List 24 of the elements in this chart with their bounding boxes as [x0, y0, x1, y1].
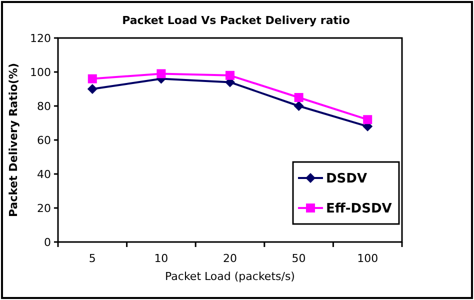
point — [87, 84, 98, 94]
x-tick-label: 10 — [154, 252, 168, 265]
x-tick-label: 5 — [88, 252, 96, 265]
y-axis-title: Packet Delivery Ratio(%) — [7, 62, 20, 218]
x-axis-title: Packet Load (packets/s) — [165, 270, 295, 283]
legend-label: DSDV — [326, 172, 368, 187]
y-tick-label: 100 — [30, 66, 51, 79]
point — [363, 115, 372, 124]
y-tick-label: 80 — [37, 100, 51, 113]
y-tick-label: 40 — [37, 168, 51, 181]
point — [294, 101, 304, 111]
y-tick-label: 60 — [37, 134, 51, 147]
x-tick-label: 50 — [292, 252, 306, 265]
point — [226, 70, 234, 80]
point — [156, 69, 166, 78]
point — [88, 74, 97, 84]
y-tick-label: 20 — [37, 202, 51, 215]
point — [294, 93, 304, 102]
chart-title: Packet Load Vs Packet Delivery ratio — [122, 14, 350, 27]
legend-label: Eff-DSDV — [326, 202, 392, 217]
y-tick-label: 120 — [30, 32, 51, 45]
y-tick-label: 0 — [44, 236, 51, 249]
x-tick-label: 20 — [223, 252, 237, 265]
x-tick-label: 100 — [357, 252, 378, 265]
